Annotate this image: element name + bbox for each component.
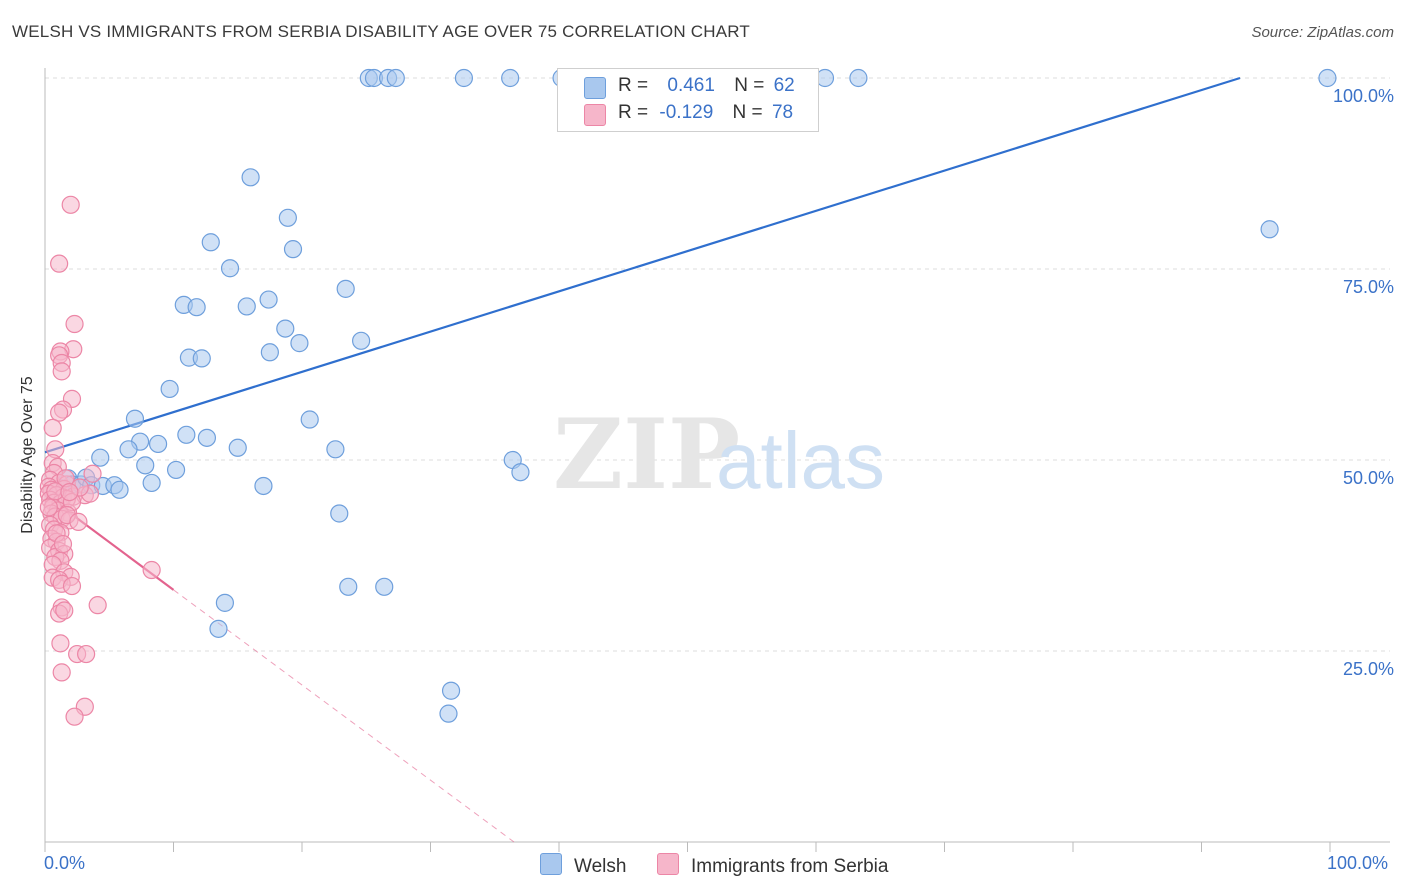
welsh-point: [237, 297, 256, 316]
welsh-point: [119, 440, 138, 459]
welsh-legend-label: Welsh: [574, 856, 627, 877]
serbia-point: [50, 254, 69, 273]
welsh-point: [276, 319, 295, 338]
serbia-point: [142, 560, 161, 580]
welsh-point: [209, 619, 228, 638]
welsh-point: [386, 68, 405, 88]
welsh-point: [142, 473, 161, 493]
welsh-point: [454, 68, 474, 88]
serbia-swatch: [584, 104, 606, 126]
serbia-point: [60, 482, 79, 502]
welsh-point: [187, 298, 206, 317]
welsh-point: [201, 233, 220, 252]
correlation-legend: R = 0.461 N = 62 R = -0.129 N = 78: [557, 68, 819, 132]
legend-n-label: N =: [732, 102, 763, 123]
welsh-point: [220, 259, 240, 278]
axes: [44, 68, 1390, 852]
welsh-point: [177, 425, 196, 444]
welsh-point: [136, 456, 155, 475]
serbia-n-value: 78: [771, 102, 794, 123]
welsh-point: [259, 290, 278, 309]
welsh-legend-swatch: [540, 853, 562, 875]
serbia-point: [55, 601, 74, 620]
welsh-point: [192, 349, 211, 368]
welsh-point: [91, 448, 110, 467]
welsh-point: [1318, 68, 1337, 88]
serbia-point: [39, 498, 58, 517]
welsh-point: [439, 704, 458, 723]
x-tick-100: 100.0%: [1327, 853, 1389, 873]
welsh-point: [166, 460, 186, 480]
welsh-point: [330, 504, 349, 523]
welsh-point: [300, 410, 319, 429]
welsh-swatch: [584, 77, 606, 99]
welsh-point: [336, 279, 355, 298]
source-label: Source: ZipAtlas.com: [1251, 24, 1394, 41]
y-tick-25: 25.0%: [1342, 659, 1394, 679]
welsh-point: [352, 331, 371, 350]
legend-n-label: N =: [734, 75, 765, 96]
welsh-point: [1260, 220, 1279, 239]
watermark-zip: ZIP: [553, 398, 740, 511]
legend-r-label: R =: [618, 102, 649, 123]
welsh-point: [254, 476, 273, 496]
welsh-point: [148, 434, 168, 454]
legend-item-serbia: Immigrants from Serbia: [657, 853, 888, 878]
serbia-point: [65, 707, 84, 726]
serbia-point: [69, 512, 88, 531]
y-tick-100: 100.0%: [1332, 86, 1394, 106]
serbia-point: [88, 596, 107, 615]
serbia-point: [43, 418, 62, 438]
welsh-point: [441, 681, 461, 700]
serbia-point: [65, 314, 84, 334]
welsh-n-value: 62: [773, 75, 795, 96]
serbia-point: [62, 576, 82, 596]
serbia-point: [77, 644, 96, 664]
serbia-r-value: -0.129: [659, 102, 714, 123]
welsh-point: [339, 577, 358, 596]
welsh-point: [511, 463, 530, 482]
serbia-point: [52, 663, 71, 682]
serbia-point: [53, 534, 73, 554]
y-tick-50: 50.0%: [1342, 468, 1394, 488]
welsh-point: [260, 343, 279, 362]
serbia-point: [51, 634, 70, 653]
legend-item-welsh: Welsh: [540, 853, 626, 878]
welsh-point: [849, 68, 868, 88]
welsh-point: [290, 334, 309, 353]
welsh-point: [241, 168, 260, 187]
serbia-legend-swatch: [657, 853, 679, 875]
serbia-point: [83, 464, 102, 483]
welsh-point: [215, 593, 234, 612]
serbia-point: [50, 403, 69, 422]
watermark-atlas: atlas: [716, 416, 885, 505]
welsh-point: [278, 208, 297, 227]
serbia-trend-extension: [173, 589, 515, 843]
welsh-point: [125, 409, 145, 428]
welsh-point: [326, 440, 345, 459]
serbia-legend-label: Immigrants from Serbia: [691, 856, 889, 877]
welsh-point: [228, 438, 247, 457]
y-tick-75: 75.0%: [1342, 277, 1394, 297]
legend-r-label: R =: [618, 75, 649, 96]
welsh-point: [501, 68, 520, 88]
chart-title: WELSH VS IMMIGRANTS FROM SERBIA DISABILI…: [12, 22, 750, 41]
welsh-point: [815, 68, 835, 88]
gridlines: [45, 77, 1390, 652]
welsh-point: [160, 379, 179, 399]
x-tick-0: 0.0%: [44, 853, 86, 873]
welsh-point: [283, 240, 303, 259]
serbia-point: [52, 362, 71, 381]
welsh-point: [375, 577, 394, 596]
data-points: [39, 68, 1337, 726]
serbia-point: [61, 195, 80, 214]
welsh-point: [110, 480, 129, 499]
welsh-r-value: 0.461: [667, 75, 715, 96]
welsh-point: [197, 428, 217, 447]
welsh-trend-line: [44, 76, 1241, 454]
